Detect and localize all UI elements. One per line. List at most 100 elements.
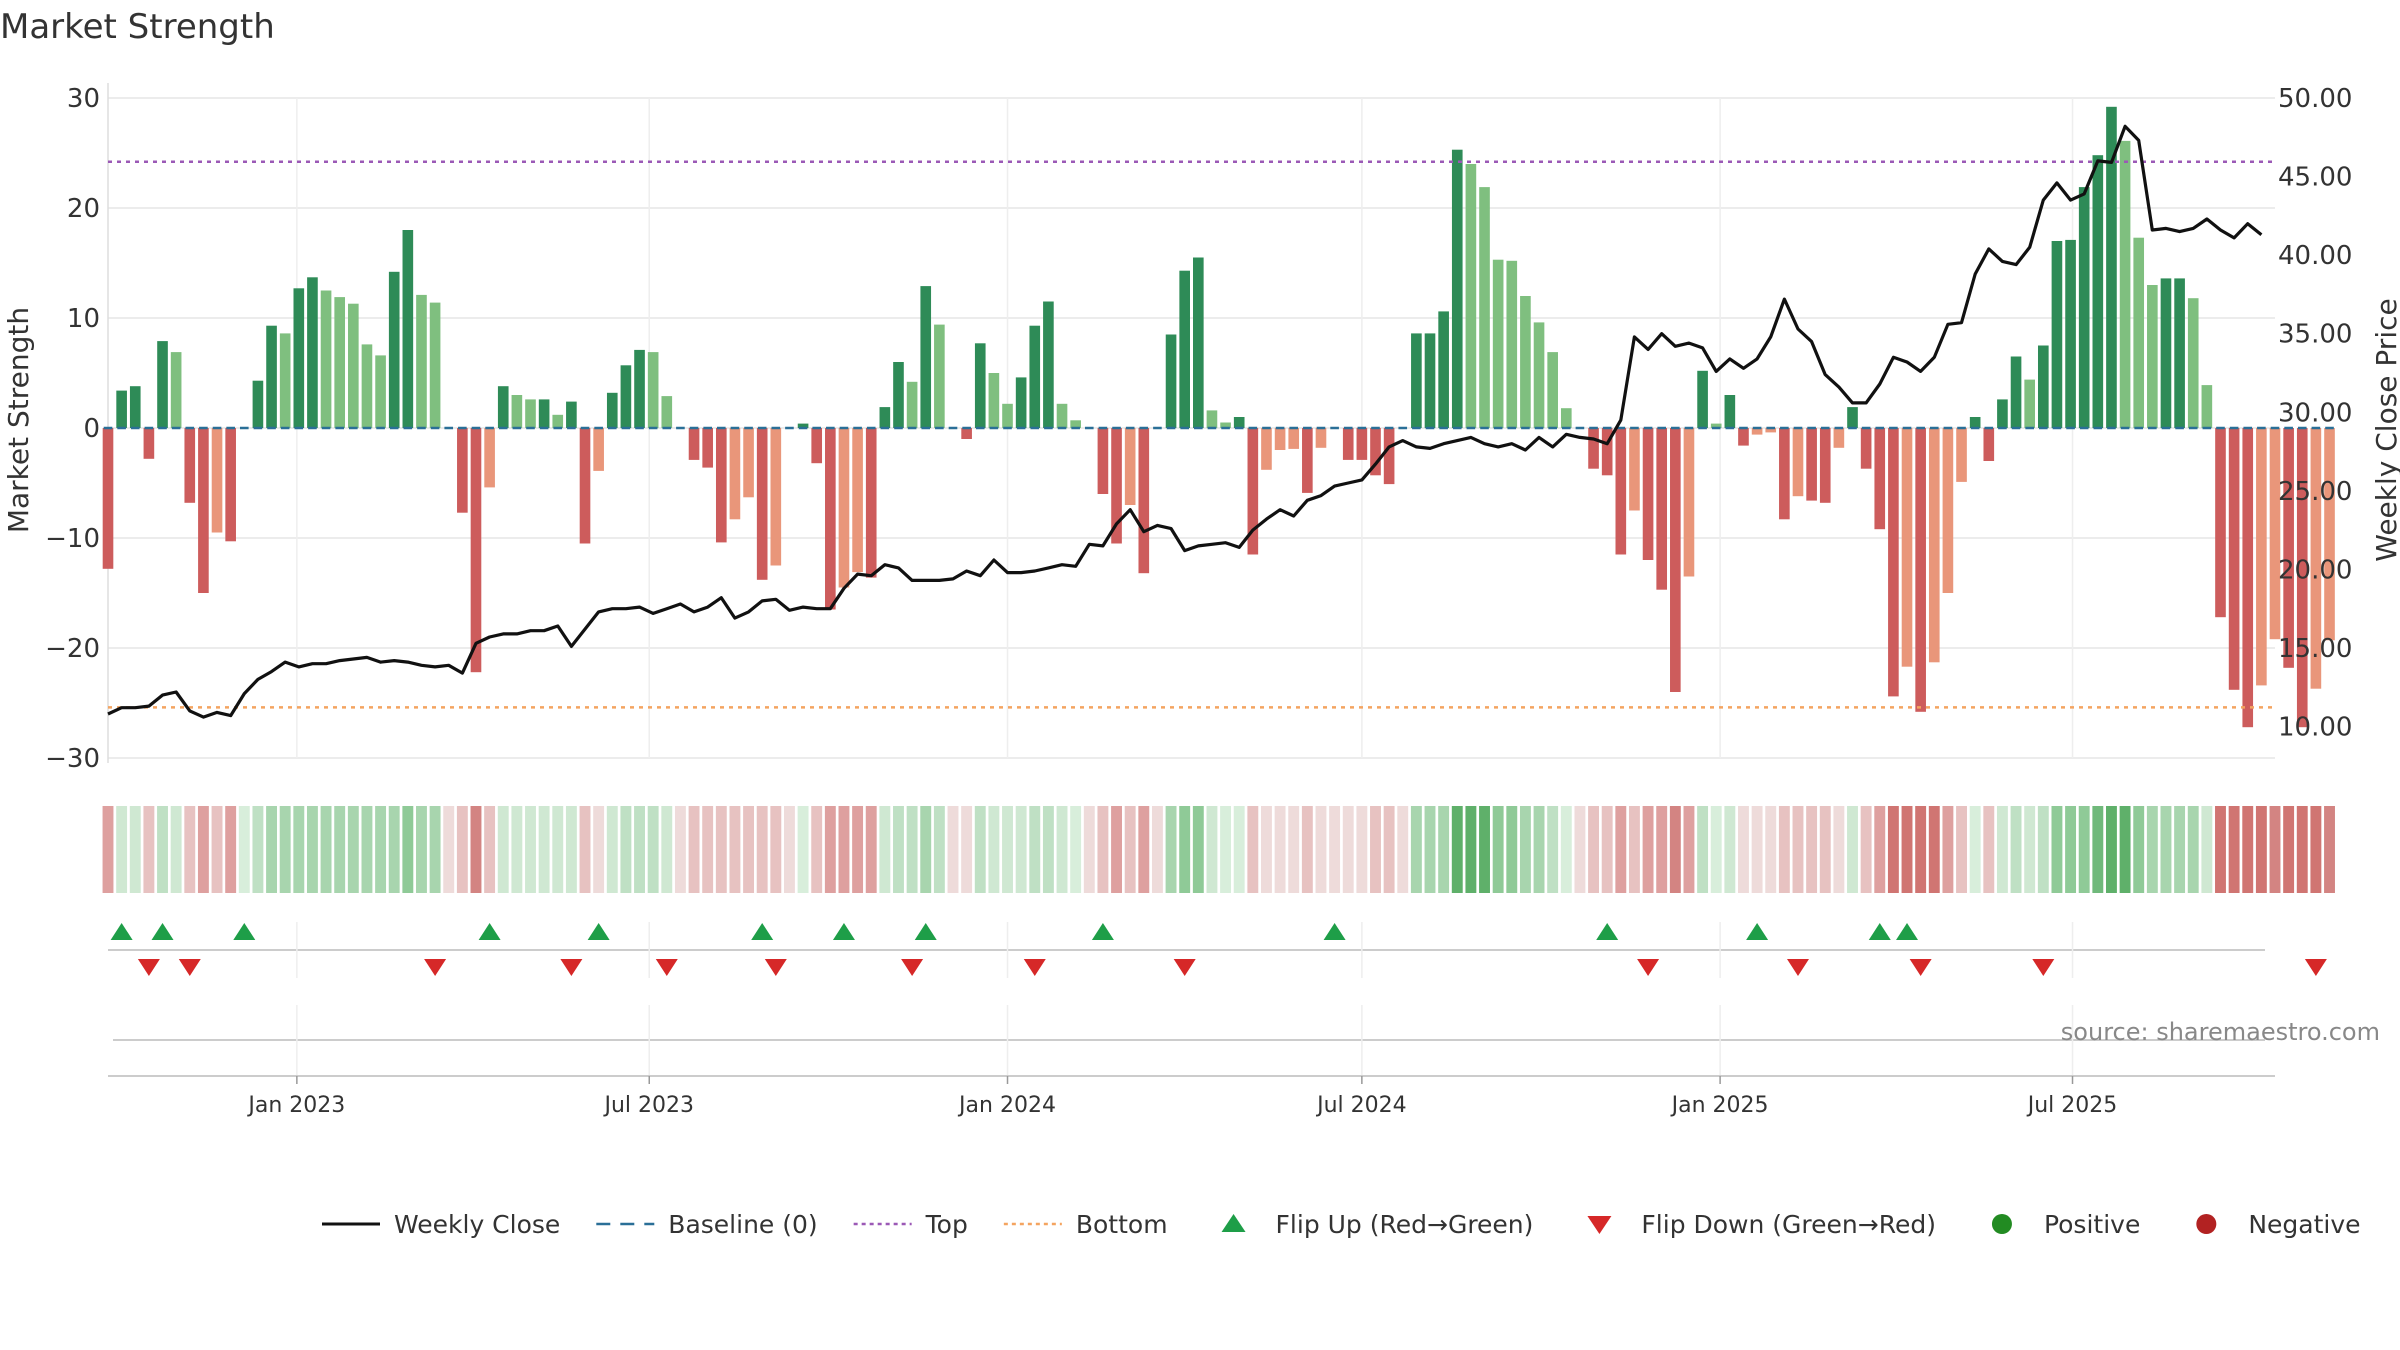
strength-bar — [279, 333, 291, 428]
heat-cell — [1710, 806, 1722, 893]
strength-bar — [375, 355, 386, 428]
heat-cell — [620, 806, 632, 893]
strength-bar — [2092, 155, 2104, 428]
source-credit: source: sharemaestro.com — [2061, 1018, 2380, 1046]
legend-item: Top — [853, 1210, 968, 1239]
strength-bar — [1629, 428, 1640, 511]
strength-bar — [320, 290, 332, 428]
strength-bar — [1956, 428, 1967, 482]
reference-lines — [103, 160, 2334, 709]
flip-up-marker — [832, 923, 855, 940]
y2-tick-label: 15.00 — [2278, 634, 2352, 664]
heat-cell — [906, 806, 918, 893]
strength-bar — [334, 297, 346, 428]
strength-bar — [484, 428, 495, 488]
heat-cell — [1288, 806, 1300, 893]
heat-cell — [1588, 806, 1600, 893]
heat-cell — [456, 806, 468, 893]
strength-bar — [497, 386, 509, 428]
strength-bar — [429, 302, 441, 428]
heat-cell — [1656, 806, 1668, 893]
strength-bar — [1070, 420, 1081, 428]
flip-up-marker — [233, 923, 256, 940]
strength-bar — [416, 294, 427, 428]
strength-bar — [756, 428, 768, 580]
strength-bar — [579, 428, 591, 544]
heat-cell — [1942, 806, 1954, 893]
heat-cell — [988, 806, 1000, 893]
heat-cell — [947, 806, 959, 893]
heat-cell — [1969, 806, 1981, 893]
strength-bar — [1615, 428, 1627, 555]
heat-cell — [2255, 806, 2267, 893]
heat-cell — [1111, 806, 1122, 893]
legend-item: Positive — [1991, 1210, 2140, 1239]
strength-bar — [1492, 259, 1504, 428]
heat-cell — [1383, 806, 1395, 893]
flip-down-marker — [424, 959, 447, 976]
strength-bar — [1043, 301, 1054, 428]
flip-up-marker — [587, 923, 610, 940]
heat-cell — [375, 806, 387, 893]
heat-cell — [1465, 806, 1477, 893]
heat-cell — [252, 806, 264, 893]
flip-down-marker — [1909, 959, 1932, 976]
strength-bar — [1220, 422, 1231, 428]
strength-bar — [2296, 428, 2308, 728]
legend-label: Bottom — [1076, 1210, 1168, 1239]
flip-up-marker — [1596, 923, 1619, 940]
legend-label: Negative — [2248, 1210, 2360, 1239]
heat-cell — [402, 806, 414, 893]
heat-cell — [2310, 806, 2322, 893]
strength-bar — [402, 230, 414, 428]
strength-bar — [1015, 377, 1027, 428]
strength-bar — [865, 428, 877, 578]
y2-tick-label: 20.00 — [2278, 555, 2352, 585]
heat-cell — [1247, 806, 1259, 893]
heat-cell — [1451, 806, 1463, 893]
flip-down-marker — [1637, 959, 1660, 976]
strength-bar — [2283, 428, 2294, 668]
strength-bar — [2078, 187, 2090, 428]
legend-item: Flip Up (Red→Green) — [1221, 1210, 1533, 1239]
heat-cell — [579, 806, 591, 893]
strength-bar — [1124, 428, 1136, 505]
heat-cell — [1233, 806, 1245, 893]
strength-bar — [1942, 428, 1954, 593]
strength-bar — [1479, 187, 1490, 428]
flip-up-marker — [914, 923, 937, 940]
strength-bar — [538, 399, 550, 428]
heat-cell — [1560, 806, 1572, 893]
heat-cell — [1833, 806, 1845, 893]
strength-bar — [593, 428, 604, 471]
heat-cell — [1042, 806, 1054, 893]
strength-bar — [388, 271, 400, 428]
heat-cell — [824, 806, 836, 893]
flip-down-marker — [2032, 959, 2055, 976]
strength-bar — [1683, 428, 1695, 577]
heat-cell — [443, 806, 455, 893]
strength-bar — [1533, 322, 1545, 428]
strength-bar — [688, 428, 700, 460]
strength-bar — [1588, 428, 1599, 469]
strength-bar — [715, 428, 727, 543]
y-tick-label: 0 — [83, 414, 100, 444]
strength-bar — [702, 428, 713, 468]
y-axis-ticks: 30 20 10 0 −10 −20 −30 — [45, 84, 100, 774]
heat-cell — [1138, 806, 1150, 893]
strength-bar — [1560, 408, 1572, 428]
strength-bar — [634, 349, 645, 428]
flip-up-marker — [1896, 923, 1919, 940]
heat-cell — [2174, 806, 2186, 893]
strength-bar — [2133, 237, 2145, 428]
flip-markers — [108, 922, 2327, 978]
y2-tick-label: 50.00 — [2278, 84, 2352, 114]
heat-cell — [2010, 806, 2022, 893]
heat-cell — [361, 806, 373, 893]
heat-cell — [1479, 806, 1490, 893]
strength-bar — [974, 343, 986, 428]
strength-bar — [1002, 403, 1013, 428]
heat-cell — [484, 806, 496, 893]
heat-cell — [1874, 806, 1886, 893]
heat-cell — [933, 806, 945, 893]
